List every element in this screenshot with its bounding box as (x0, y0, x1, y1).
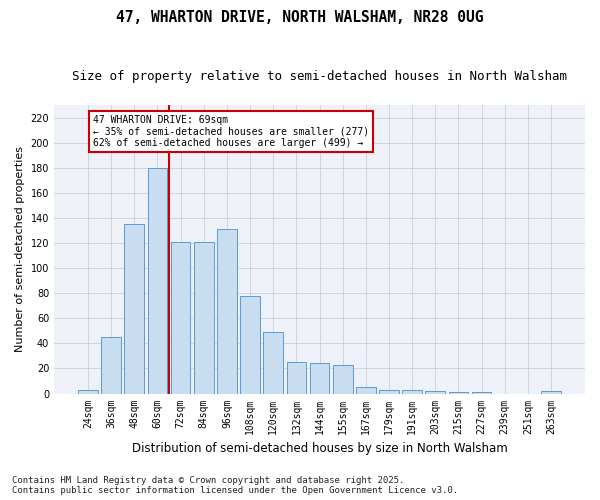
Text: Contains HM Land Registry data © Crown copyright and database right 2025.
Contai: Contains HM Land Registry data © Crown c… (12, 476, 458, 495)
Bar (217, 229, 237, 394)
Bar (171, 242, 190, 394)
Y-axis label: Number of semi-detached properties: Number of semi-detached properties (15, 146, 25, 352)
Title: Size of property relative to semi-detached houses in North Walsham: Size of property relative to semi-detach… (72, 70, 567, 83)
Bar (78, 390, 98, 394)
Bar (240, 296, 260, 394)
Bar (402, 390, 422, 394)
Bar (310, 364, 329, 394)
Bar (425, 391, 445, 394)
Bar (541, 391, 561, 394)
Text: 47, WHARTON DRIVE, NORTH WALSHAM, NR28 0UG: 47, WHARTON DRIVE, NORTH WALSHAM, NR28 0… (116, 10, 484, 25)
Bar (356, 388, 376, 394)
Bar (287, 362, 306, 394)
Bar (472, 392, 491, 394)
Bar (263, 332, 283, 394)
Bar (449, 392, 468, 394)
Text: 47 WHARTON DRIVE: 69sqm
← 35% of semi-detached houses are smaller (277)
62% of s: 47 WHARTON DRIVE: 69sqm ← 35% of semi-de… (92, 115, 369, 148)
Bar (333, 364, 353, 394)
X-axis label: Distribution of semi-detached houses by size in North Walsham: Distribution of semi-detached houses by … (131, 442, 508, 455)
Bar (148, 168, 167, 394)
Bar (124, 224, 144, 394)
Bar (379, 390, 399, 394)
Bar (194, 242, 214, 394)
Bar (101, 337, 121, 394)
